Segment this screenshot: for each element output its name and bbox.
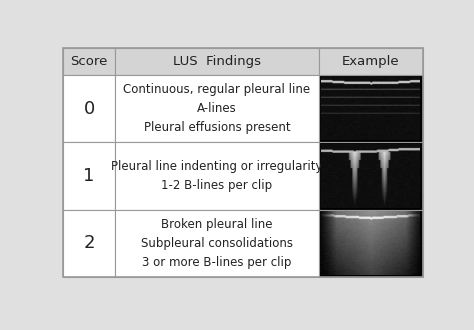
Bar (63, 210, 115, 277)
Text: Example: Example (342, 55, 400, 68)
Bar (115, 75, 319, 142)
Bar (319, 49, 423, 75)
Text: 2: 2 (83, 234, 95, 252)
Bar (115, 142, 319, 210)
Bar (63, 142, 115, 210)
Text: Score: Score (70, 55, 108, 68)
Bar (319, 75, 423, 142)
Bar (63, 75, 115, 142)
Bar (115, 210, 319, 277)
Text: Pleural line indenting or irregularity
1-2 B-lines per clip: Pleural line indenting or irregularity 1… (111, 160, 323, 192)
Bar (115, 49, 319, 75)
Text: LUS  Findings: LUS Findings (173, 55, 261, 68)
Bar (319, 142, 423, 210)
Bar (319, 210, 423, 277)
Bar (63, 49, 423, 277)
Text: 0: 0 (83, 100, 95, 117)
Text: Continuous, regular pleural line
A-lines
Pleural effusions present: Continuous, regular pleural line A-lines… (123, 83, 310, 134)
Text: Broken pleural line
Subpleural consolidations
3 or more B-lines per clip: Broken pleural line Subpleural consolida… (141, 218, 293, 269)
Text: 1: 1 (83, 167, 95, 185)
Bar (63, 49, 115, 75)
